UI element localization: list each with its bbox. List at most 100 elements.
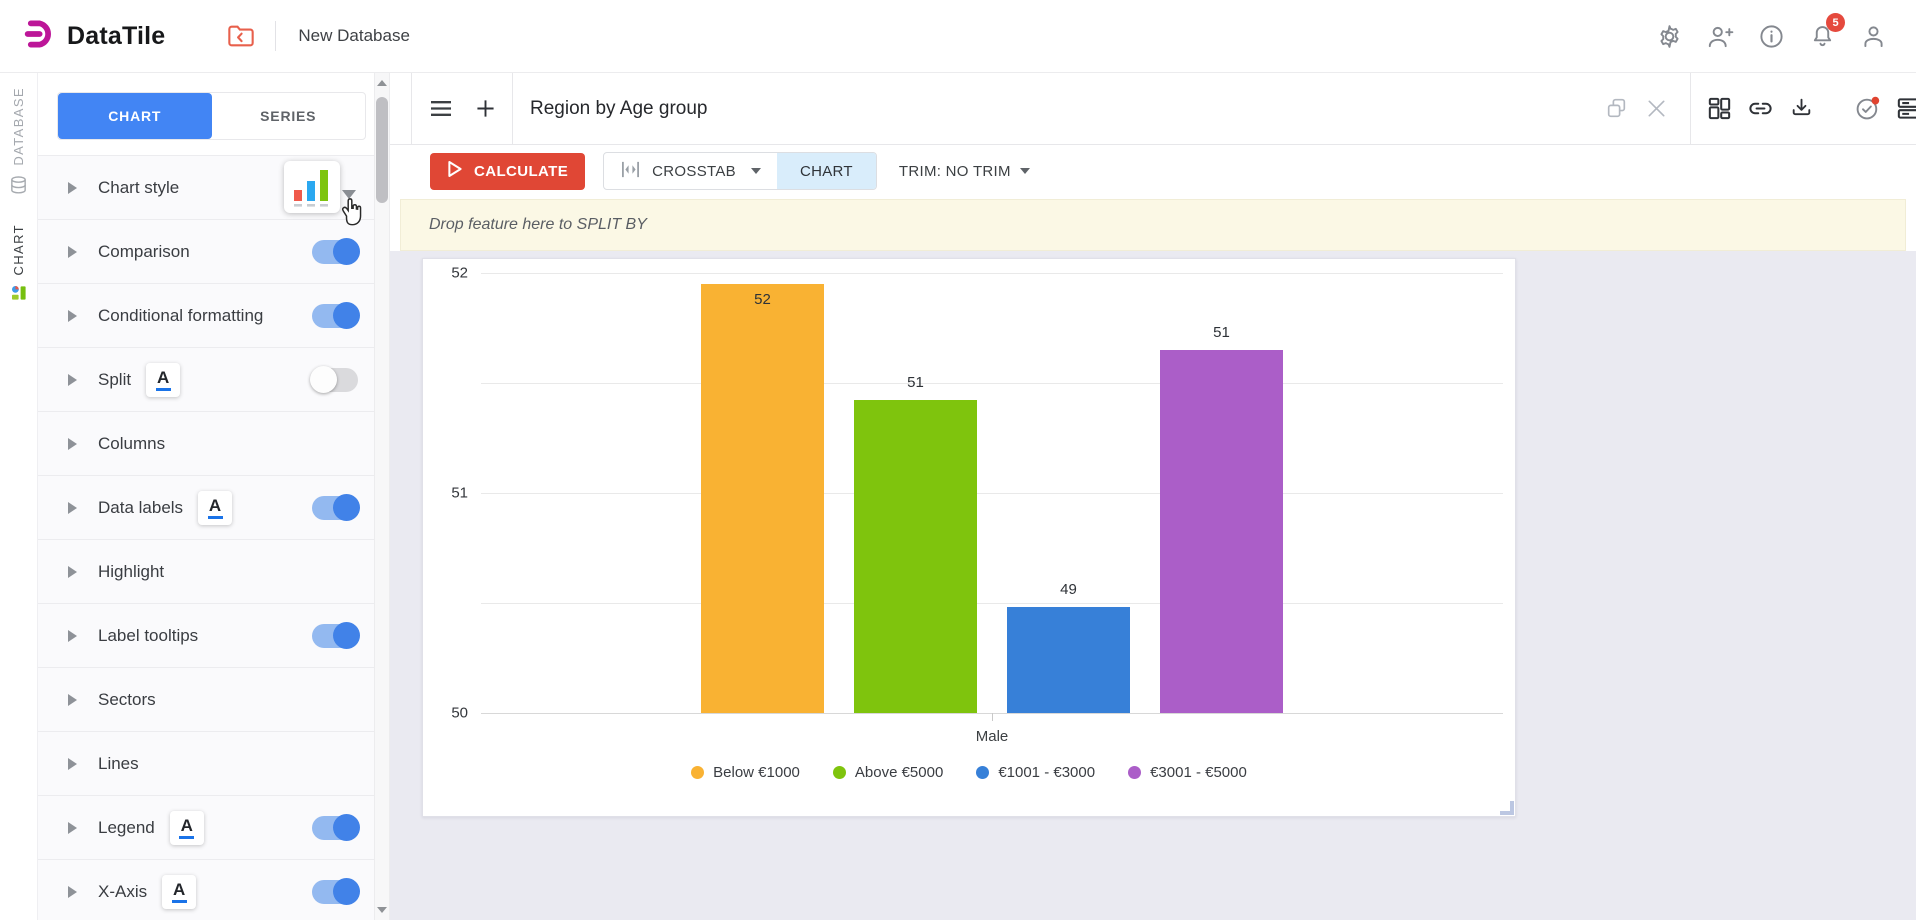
tab-series[interactable]: SERIES bbox=[260, 108, 317, 124]
header-actions: 5 bbox=[1654, 13, 1888, 51]
close-icon[interactable] bbox=[1645, 97, 1668, 120]
sidebar-item-comparison[interactable]: Comparison bbox=[38, 220, 374, 284]
legend-item-below-1000[interactable]: Below €1000 bbox=[691, 764, 800, 781]
sidebar-item-split[interactable]: Split A bbox=[38, 348, 374, 412]
sidebar-item-columns[interactable]: Columns bbox=[38, 412, 374, 476]
gridline-50: 50 bbox=[451, 493, 1503, 722]
toggle-comparison[interactable] bbox=[312, 237, 360, 265]
style-dropdown-arrow-icon[interactable] bbox=[342, 189, 356, 199]
download-icon[interactable] bbox=[1789, 96, 1814, 121]
sidebar-rows: Chart style Comparison Conditional formatt… bbox=[38, 155, 374, 920]
database-icon bbox=[9, 175, 28, 200]
legend-item-above-5000[interactable]: Above €5000 bbox=[832, 764, 943, 781]
rail-item-database[interactable]: DATABASE bbox=[9, 87, 28, 200]
sidebar-item-label: X-Axis bbox=[98, 881, 148, 901]
font-settings-icon[interactable]: A bbox=[169, 810, 204, 845]
sidebar-item-highlight[interactable]: Highlight bbox=[38, 540, 374, 604]
play-icon bbox=[447, 160, 463, 182]
page-title: Region by Age group bbox=[530, 97, 708, 119]
calculate-button[interactable]: CALCULATE bbox=[430, 152, 586, 190]
sidebar-item-lines[interactable]: Lines bbox=[38, 732, 374, 796]
bar-above-5000[interactable]: 51 bbox=[854, 374, 977, 713]
gridline-49: 49 bbox=[481, 603, 1503, 604]
bar-below-1000[interactable]: 52 bbox=[701, 284, 824, 713]
sidebar-item-x-axis[interactable]: X-Axis A bbox=[38, 860, 374, 920]
expand-caret-icon bbox=[68, 245, 77, 258]
main-panel: Region by Age group bbox=[390, 73, 1916, 920]
view-mode-label: CROSSTAB bbox=[652, 162, 736, 180]
font-settings-icon[interactable]: A bbox=[146, 362, 181, 397]
chevron-down-icon bbox=[1019, 168, 1030, 174]
datatile-logo-icon bbox=[24, 19, 58, 54]
bar-1001-3000[interactable]: 49 bbox=[1007, 581, 1130, 713]
toggle-legend[interactable] bbox=[312, 813, 360, 841]
legend-item-1001-3000[interactable]: €1001 - €3000 bbox=[976, 764, 1095, 781]
add-user-icon[interactable] bbox=[1705, 21, 1735, 51]
bar-value-label: 51 bbox=[1213, 324, 1230, 341]
legend-label: €1001 - €3000 bbox=[998, 764, 1096, 781]
settings-icon[interactable] bbox=[1654, 21, 1684, 51]
legend-dot-icon bbox=[691, 766, 705, 779]
rail-database-label: DATABASE bbox=[11, 87, 26, 166]
scrollbar-down-arrow-icon[interactable] bbox=[377, 907, 387, 913]
crosstab-icon bbox=[620, 160, 641, 183]
scrollbar-up-arrow-icon[interactable] bbox=[377, 80, 387, 86]
split-by-dropzone[interactable]: Drop feature here to SPLIT BY bbox=[400, 199, 1906, 251]
x-axis-category-label: Male bbox=[975, 728, 1009, 745]
sidebar-item-label: Comparison bbox=[98, 241, 190, 261]
notification-badge: 5 bbox=[1826, 13, 1845, 32]
bar-3001-5000[interactable]: 51 bbox=[1160, 324, 1283, 713]
legend-item-3001-5000[interactable]: €3001 - €5000 bbox=[1128, 764, 1247, 781]
tab-controls bbox=[411, 73, 513, 144]
chart-settings-sidebar: CHART SERIES Chart style Comparison Condit… bbox=[38, 73, 374, 920]
expand-caret-icon bbox=[68, 821, 77, 834]
font-settings-icon[interactable]: A bbox=[198, 490, 233, 525]
tab-chart[interactable]: CHART bbox=[58, 93, 212, 139]
toggle-label-tooltips[interactable] bbox=[312, 621, 360, 649]
legend-dot-icon bbox=[1128, 766, 1142, 779]
account-icon[interactable] bbox=[1858, 21, 1888, 51]
rows-view-icon[interactable] bbox=[1896, 96, 1916, 121]
sidebar-item-sectors[interactable]: Sectors bbox=[38, 668, 374, 732]
canvas-area: 525150494852514951 Male Below €1000Above… bbox=[390, 251, 1916, 920]
gridline-52: 52 bbox=[451, 265, 1503, 282]
menu-hamburger-icon[interactable] bbox=[430, 100, 452, 117]
chart-style-preview[interactable] bbox=[284, 160, 340, 213]
sidebar-item-label: Split bbox=[98, 369, 132, 389]
expand-caret-icon bbox=[68, 309, 77, 322]
sidebar-item-chart-style[interactable]: Chart style bbox=[38, 156, 374, 225]
scrollbar-thumb[interactable] bbox=[376, 97, 388, 203]
trim-dropdown[interactable]: TRIM: NO TRIM bbox=[899, 163, 1030, 180]
chart-view-tab[interactable]: CHART bbox=[776, 153, 876, 189]
dashboard-icon[interactable] bbox=[1707, 96, 1732, 121]
crosstab-dropdown[interactable]: CROSSTAB bbox=[604, 153, 777, 189]
panel-soft-actions bbox=[1604, 73, 1668, 144]
sidebar-item-conditional-formatting[interactable]: Conditional formatting bbox=[38, 284, 374, 348]
toggle-split[interactable] bbox=[310, 365, 358, 393]
view-mode-group: CROSSTAB CHART bbox=[603, 152, 877, 190]
card-resize-handle[interactable] bbox=[1500, 801, 1514, 815]
toggle-x-axis[interactable] bbox=[312, 877, 360, 905]
rail-item-chart[interactable]: CHART bbox=[10, 224, 28, 308]
sidebar-item-label-tooltips[interactable]: Label tooltips bbox=[38, 604, 374, 668]
toggle-conditional-formatting[interactable] bbox=[312, 301, 360, 329]
notifications-bell-icon[interactable]: 5 bbox=[1807, 13, 1845, 51]
info-icon[interactable] bbox=[1756, 21, 1786, 51]
legend-dot-icon bbox=[976, 766, 990, 779]
font-settings-icon[interactable]: A bbox=[162, 874, 197, 909]
check-status-icon[interactable] bbox=[1854, 95, 1881, 122]
legend-label: Below €1000 bbox=[713, 764, 800, 781]
sidebar-item-legend[interactable]: Legend A bbox=[38, 796, 374, 860]
toggle-data-labels[interactable] bbox=[312, 493, 360, 521]
sidebar-item-label: Highlight bbox=[98, 561, 165, 581]
font-glyph: A bbox=[172, 879, 186, 899]
duplicate-icon[interactable] bbox=[1604, 96, 1629, 121]
bar-group: 52 51 49 51 bbox=[481, 273, 1503, 713]
expand-caret-icon bbox=[68, 437, 77, 450]
project-folder-icon[interactable] bbox=[227, 24, 255, 48]
add-tab-icon[interactable] bbox=[476, 99, 495, 118]
sidebar-item-data-labels[interactable]: Data labels A bbox=[38, 476, 374, 540]
link-icon[interactable] bbox=[1747, 95, 1774, 122]
dropzone-hint: Drop feature here to SPLIT BY bbox=[429, 216, 647, 233]
